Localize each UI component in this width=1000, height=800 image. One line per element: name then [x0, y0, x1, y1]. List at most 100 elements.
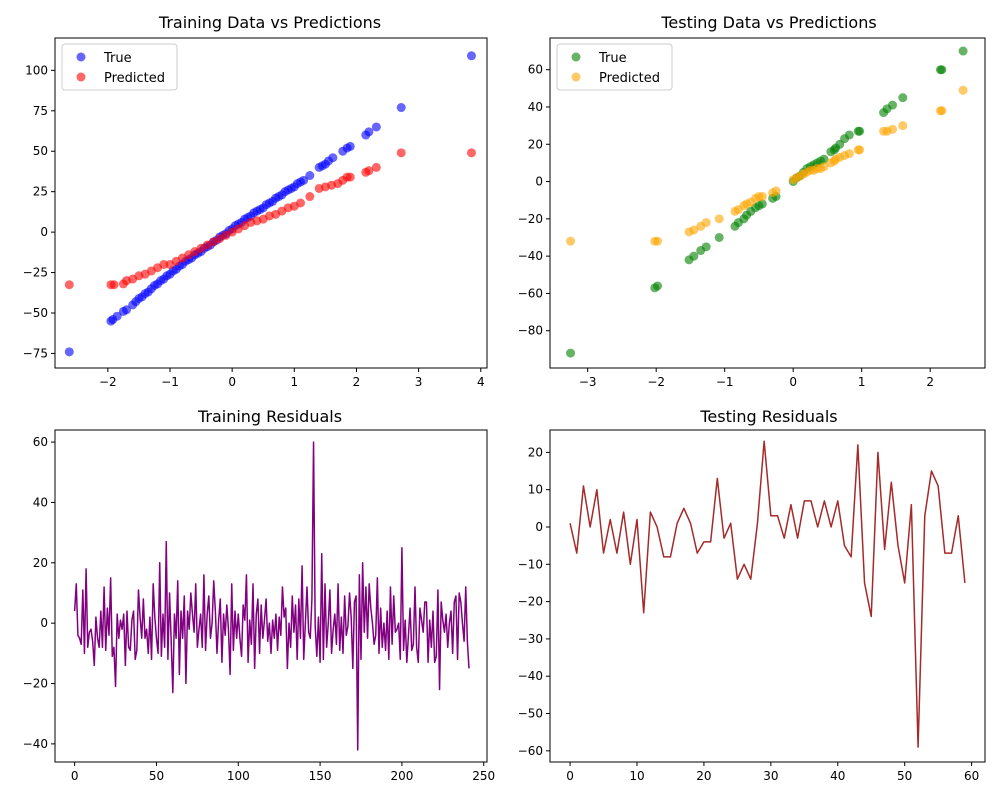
test-scatter-point-predicted: [701, 218, 711, 228]
test-scatter-legend: [556, 43, 673, 91]
train-scatter-x-tick-label: 4: [477, 375, 485, 389]
train-scatter-legend-marker: [76, 72, 86, 82]
test-scatter-y-tick-label: −60: [518, 286, 543, 300]
train-scatter-point-predicted: [466, 148, 476, 158]
test-residuals-y-tick-label: −20: [518, 595, 543, 609]
train-residuals-x-tick-label: 250: [472, 769, 495, 783]
train-scatter-point-predicted: [64, 280, 74, 290]
test-residuals-y-tick-label: 0: [535, 520, 543, 534]
train-residuals-x-tick-label: 0: [71, 769, 79, 783]
test-residuals-y-tick-label: −50: [518, 707, 543, 721]
test-scatter-legend-marker: [571, 72, 581, 82]
train-residuals-y-tick-label: 40: [33, 495, 48, 509]
test-residuals-y-tick-label: −30: [518, 632, 543, 646]
test-scatter-x-tick-label: 2: [926, 375, 934, 389]
test-scatter-point-predicted: [958, 85, 968, 95]
train-scatter-point-true: [396, 103, 406, 113]
test-scatter-point-predicted: [566, 236, 576, 246]
test-scatter-legend-label: Predicted: [599, 71, 660, 86]
test-residuals-y-tick-label: −10: [518, 557, 543, 571]
train-scatter-y-tick-label: 50: [33, 144, 48, 158]
test-scatter-y-tick-label: 0: [535, 175, 543, 189]
train-scatter-axes-frame: [54, 37, 488, 369]
test-residuals-y-tick-label: 20: [528, 445, 543, 459]
train-scatter-legend-label: Predicted: [104, 71, 165, 86]
train-scatter-legend-label: True: [103, 51, 132, 66]
train-residuals-y-tick-label: 20: [33, 556, 48, 570]
test-scatter-point-true: [689, 251, 699, 261]
test-scatter-point-predicted: [771, 186, 781, 196]
train-scatter-legend-marker: [76, 52, 86, 62]
test-scatter-point-predicted: [689, 225, 699, 235]
train-scatter-legend: [61, 43, 178, 91]
train-scatter-point-predicted: [159, 259, 169, 269]
train-scatter-y-tick-label: 25: [33, 185, 48, 199]
test-scatter-x-tick-label: −1: [716, 375, 734, 389]
test-scatter-point-predicted: [844, 149, 854, 159]
train-residuals-y-tick-label: 0: [40, 616, 48, 630]
test-scatter-point-predicted: [819, 162, 829, 172]
test-scatter-point-predicted: [653, 236, 663, 246]
train-scatter-point-predicted: [345, 172, 355, 182]
test-scatter-legend-marker: [571, 52, 581, 62]
train-residuals-x-tick-label: 200: [390, 769, 413, 783]
train-scatter-point-true: [305, 171, 315, 180]
train-scatter-point-true: [121, 305, 131, 315]
train-scatter-point-true: [112, 311, 122, 321]
test-residuals-y-tick-label: −40: [518, 669, 543, 683]
train-scatter-x-tick-label: 1: [290, 375, 298, 389]
train-scatter-y-tick-label: 100: [25, 63, 48, 77]
train-scatter-y-tick-label: 0: [40, 225, 48, 239]
train-scatter-point-true: [466, 51, 476, 61]
train-scatter-y-tick-label: −25: [23, 266, 48, 280]
train-scatter-y-tick-label: −75: [23, 346, 48, 360]
test-residuals-axes-frame: [549, 429, 986, 763]
train-scatter-point-predicted: [364, 166, 374, 176]
train-residuals-panel: Training Residuals 0 50 100 150 200 250−40−20…: [23, 407, 496, 783]
test-scatter-point-predicted: [898, 121, 908, 131]
train-residuals-x-tick-label: 150: [309, 769, 332, 783]
test-scatter-point-predicted: [757, 191, 767, 201]
test-scatter-panel: Testing Data vs Predictions −3 −2 −1 0 1 2 −80…: [518, 13, 986, 389]
train-scatter-point-predicted: [296, 198, 306, 208]
train-residuals-x-tick-label: 100: [227, 769, 250, 783]
train-scatter-x-tick-label: −1: [161, 375, 179, 389]
train-scatter-title: Training Data vs Predictions: [158, 13, 381, 32]
test-scatter-legend-label: True: [598, 51, 627, 66]
train-scatter-point-true: [364, 127, 374, 137]
train-scatter-point-true: [299, 175, 309, 185]
test-scatter-axes-frame: [549, 37, 986, 369]
train-scatter-point-predicted: [109, 280, 119, 290]
test-scatter-point-true: [566, 348, 576, 358]
test-scatter-y-tick-label: −20: [518, 212, 543, 226]
test-scatter-x-tick-label: 1: [858, 375, 866, 389]
train-scatter-point-predicted: [305, 192, 315, 202]
test-scatter-y-tick-label: 40: [528, 100, 543, 114]
train-residuals-series-line: [73, 441, 470, 751]
test-scatter-title: Testing Data vs Predictions: [660, 13, 876, 32]
test-scatter-point-true: [937, 65, 947, 75]
train-scatter-y-tick-label: 75: [33, 104, 48, 118]
test-scatter-point-true: [714, 232, 724, 242]
train-scatter-point-predicted: [371, 162, 381, 172]
test-residuals-x-tick-label: 10: [629, 769, 644, 783]
test-residuals-x-tick-label: 60: [964, 769, 979, 783]
train-scatter-x-tick-label: 2: [353, 375, 361, 389]
test-scatter-y-tick-label: 60: [528, 63, 543, 77]
test-residuals-series-line: [569, 440, 966, 748]
test-scatter-point-true: [653, 281, 663, 291]
test-scatter-y-tick-label: 20: [528, 137, 543, 151]
test-residuals-y-tick-label: 10: [528, 483, 543, 497]
test-scatter-point-true: [898, 93, 908, 103]
test-scatter-point-true: [819, 154, 829, 164]
train-residuals-axes-frame: [54, 429, 488, 763]
test-scatter-point-predicted: [888, 124, 898, 134]
train-residuals-title: Training Residuals: [197, 407, 342, 426]
test-residuals-y-tick-label: −60: [518, 744, 543, 758]
test-scatter-point-predicted: [937, 106, 947, 116]
train-scatter-x-tick-label: 3: [415, 375, 423, 389]
test-scatter-point-predicted: [855, 145, 865, 155]
train-residuals-y-tick-label: −40: [23, 737, 48, 751]
train-scatter-point-true: [64, 347, 74, 357]
